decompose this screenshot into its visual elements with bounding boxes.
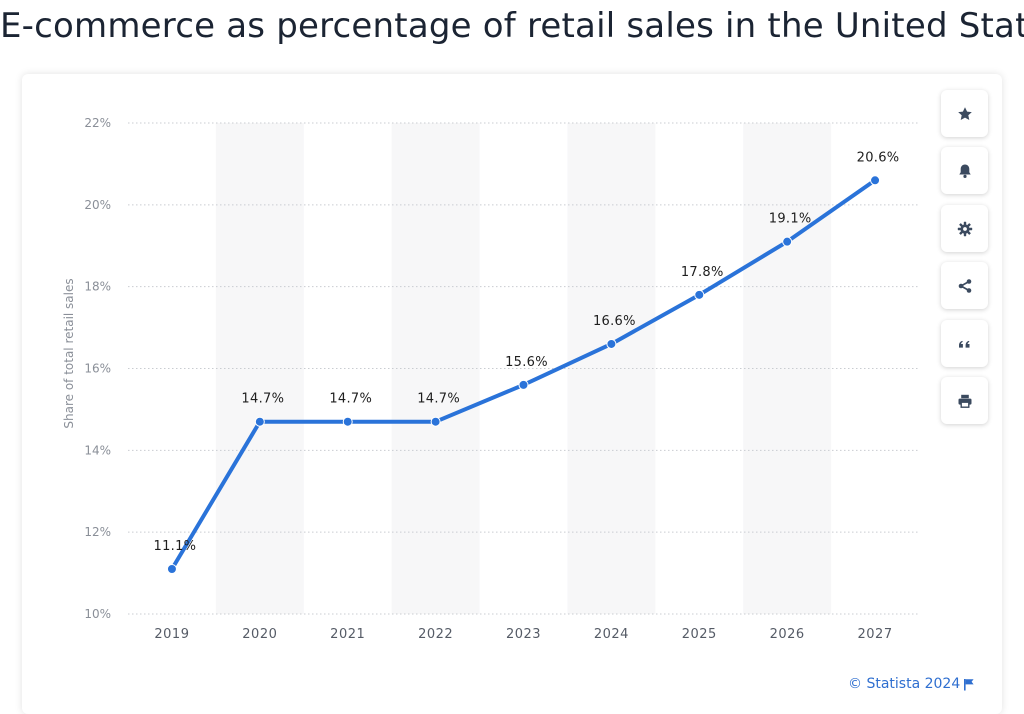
favorite-button[interactable] xyxy=(941,90,988,137)
data-point[interactable] xyxy=(518,379,529,390)
x-tick-label: 2026 xyxy=(770,627,805,642)
notification-button[interactable] xyxy=(941,147,988,194)
data-label: 11.1% xyxy=(154,539,197,554)
y-tick-label: 16% xyxy=(84,362,111,376)
flag-icon[interactable] xyxy=(963,678,975,691)
data-point[interactable] xyxy=(782,236,793,247)
chart-card xyxy=(22,74,1002,714)
data-point[interactable] xyxy=(166,563,177,574)
y-tick-label: 20% xyxy=(84,198,111,212)
y-tick-label: 22% xyxy=(84,116,111,130)
data-label: 20.6% xyxy=(857,150,900,165)
y-tick-label: 10% xyxy=(84,607,111,621)
data-point[interactable] xyxy=(430,416,441,427)
data-point[interactable] xyxy=(342,416,353,427)
x-tick-label: 2021 xyxy=(330,627,365,642)
y-tick-label: 18% xyxy=(84,280,111,294)
data-label: 19.1% xyxy=(769,212,812,227)
x-tick-label: 2025 xyxy=(682,627,717,642)
star-icon xyxy=(957,106,972,120)
x-tick-label: 2022 xyxy=(418,627,453,642)
data-label: 16.6% xyxy=(593,314,636,329)
x-tick-label: 2024 xyxy=(594,627,629,642)
data-points xyxy=(166,175,881,574)
page-title: E-commerce as percentage of retail sales… xyxy=(0,6,1024,46)
data-label: 14.7% xyxy=(241,392,284,407)
data-point[interactable] xyxy=(254,416,265,427)
quote-icon xyxy=(958,340,969,348)
y-axis-ticks: 10% 12% 14% 16% 18% 20% 22% xyxy=(84,116,111,621)
data-label: 15.6% xyxy=(505,355,548,370)
y-axis-label: Share of total retail sales xyxy=(62,278,76,428)
share-button[interactable] xyxy=(941,262,988,309)
data-labels: 11.1% 14.7% 14.7% 14.7% 15.6% 16.6% 17.8% 19.1%… xyxy=(154,150,900,554)
x-tick-label: 2027 xyxy=(858,627,893,642)
data-point[interactable] xyxy=(694,289,705,300)
data-label: 14.7% xyxy=(417,392,460,407)
x-tick-label: 2023 xyxy=(506,627,541,642)
gear-icon xyxy=(957,221,972,236)
statista-credit-link[interactable]: © Statista 2024 xyxy=(848,676,961,692)
data-point[interactable] xyxy=(870,175,881,186)
data-label: 14.7% xyxy=(329,392,372,407)
print-button[interactable] xyxy=(941,377,988,424)
y-tick-label: 12% xyxy=(84,525,111,539)
data-point[interactable] xyxy=(606,338,617,349)
x-axis-ticks: 2019 2020 2021 2022 2023 2024 2025 2026 2027 xyxy=(154,627,892,642)
settings-button[interactable] xyxy=(941,205,988,252)
x-tick-label: 2020 xyxy=(242,627,277,642)
share-icon xyxy=(958,278,971,293)
x-tick-label: 2019 xyxy=(154,627,189,642)
data-label: 17.8% xyxy=(681,265,724,280)
cite-button[interactable] xyxy=(941,320,988,367)
bell-icon xyxy=(958,164,971,178)
print-icon xyxy=(958,394,971,408)
y-tick-label: 14% xyxy=(84,443,111,457)
